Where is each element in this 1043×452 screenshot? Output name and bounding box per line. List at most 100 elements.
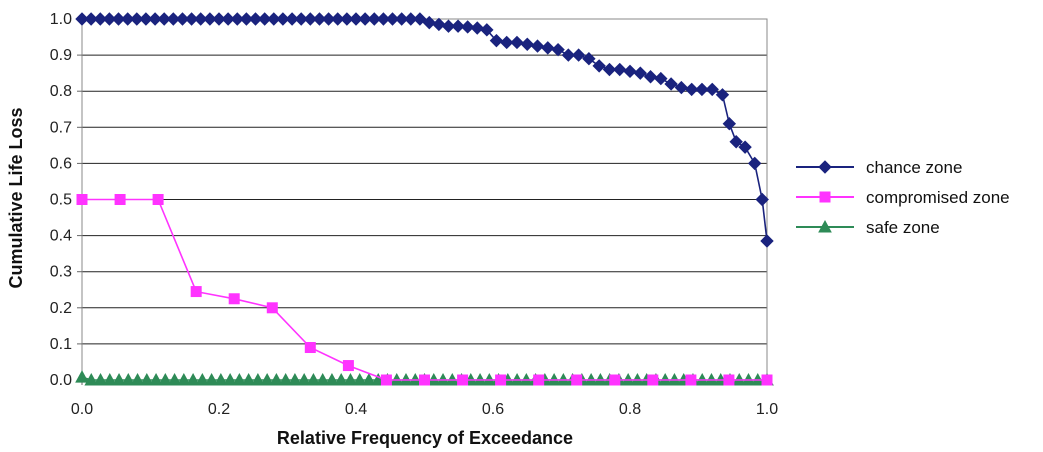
x-tick-label: 0.8: [619, 401, 641, 418]
data-point: [489, 33, 504, 48]
data-point: [248, 12, 263, 26]
data-point: [432, 17, 446, 32]
data-point: [340, 12, 354, 26]
data-point: [214, 372, 228, 386]
legend-label: chance zone: [866, 158, 962, 177]
data-point: [684, 82, 699, 97]
data-point: [269, 372, 284, 386]
y-tick-label: 0.8: [50, 83, 72, 100]
data-point: [367, 12, 381, 26]
data-point: [510, 35, 524, 50]
data-point: [121, 372, 136, 386]
data-point: [294, 12, 308, 26]
data-point: [276, 12, 290, 26]
data-point: [241, 372, 256, 386]
legend-label: safe zone: [866, 218, 940, 237]
data-point: [385, 12, 400, 26]
data-point: [139, 12, 153, 26]
data-point: [404, 12, 418, 26]
y-tick-label: 0.5: [50, 192, 72, 209]
data-point: [76, 194, 88, 205]
data-point: [582, 52, 596, 66]
data-point: [499, 35, 514, 50]
data-point: [602, 62, 617, 77]
data-point: [75, 370, 89, 383]
gridlines: [82, 18, 767, 381]
data-point: [75, 12, 89, 26]
data-point: [457, 374, 469, 386]
data-point: [592, 59, 606, 73]
data-point: [747, 156, 762, 171]
data-point: [176, 372, 191, 386]
data-point: [695, 82, 709, 97]
data-point: [533, 374, 545, 386]
data-point: [190, 286, 202, 298]
data-point: [312, 12, 327, 26]
data-point: [139, 372, 154, 386]
data-point: [152, 194, 164, 205]
data-point: [93, 372, 108, 386]
data-point: [304, 342, 316, 354]
data-point: [441, 19, 456, 33]
data-point: [520, 37, 534, 51]
data-point: [571, 48, 586, 62]
data-point: [723, 374, 735, 386]
data-point: [376, 12, 391, 26]
data-point: [613, 62, 627, 77]
data-point: [321, 12, 336, 26]
legend-item: chance zone: [796, 158, 962, 177]
legend-item: safe zone: [796, 218, 940, 237]
data-point: [495, 374, 507, 386]
data-point: [260, 372, 274, 386]
data-point: [194, 12, 208, 26]
series-compromised-zone: [76, 194, 773, 386]
data-point: [470, 21, 484, 35]
y-tick-label: 0.3: [50, 264, 72, 281]
x-axis-title: Relative Frequency of Exceedance: [277, 428, 573, 448]
y-tick-label: 0.7: [50, 119, 72, 136]
data-point: [647, 374, 659, 386]
series-chance-zone: [75, 12, 774, 248]
y-axis-title: Cumulative Life Loss: [6, 107, 26, 288]
data-point: [102, 372, 117, 386]
x-tick-label: 0.2: [208, 401, 230, 418]
x-tick-label: 1.0: [756, 401, 778, 418]
data-point: [114, 194, 126, 205]
data-point: [674, 80, 689, 95]
data-point: [267, 12, 281, 26]
data-point: [349, 12, 363, 26]
data-point: [251, 372, 265, 386]
data-point: [285, 12, 299, 26]
data-point: [130, 372, 145, 386]
data-point: [278, 372, 293, 386]
data-point: [362, 372, 376, 386]
data-point: [705, 82, 719, 97]
data-point: [297, 372, 312, 386]
legend: chance zone compromised zone safe zone: [796, 158, 1010, 237]
data-point: [530, 39, 545, 53]
data-point: [212, 12, 226, 26]
data-point: [633, 66, 647, 80]
legend-marker: [818, 160, 832, 174]
data-point: [654, 71, 668, 86]
data-point: [760, 234, 774, 248]
data-point: [167, 372, 182, 386]
series-layer: [75, 12, 774, 386]
data-point: [158, 372, 173, 386]
x-axis-ticks: 0.0 0.2 0.4 0.6 0.8 1.0: [71, 380, 778, 418]
data-point: [288, 372, 302, 386]
data-point: [331, 12, 345, 26]
data-point: [715, 88, 730, 102]
y-tick-label: 0.0: [50, 372, 72, 389]
data-point: [149, 372, 163, 386]
y-axis-ticks: 0.0 0.1 0.2 0.3 0.4 0.5 0.6 0.7 0.8 0.9 1.0: [50, 11, 82, 389]
data-point: [352, 372, 367, 386]
data-point: [195, 372, 210, 386]
data-point: [239, 12, 254, 26]
data-point: [609, 374, 621, 386]
data-point: [623, 64, 637, 79]
data-point: [460, 20, 475, 34]
data-point: [228, 293, 240, 305]
data-point: [325, 372, 339, 386]
series-line: [82, 18, 768, 242]
